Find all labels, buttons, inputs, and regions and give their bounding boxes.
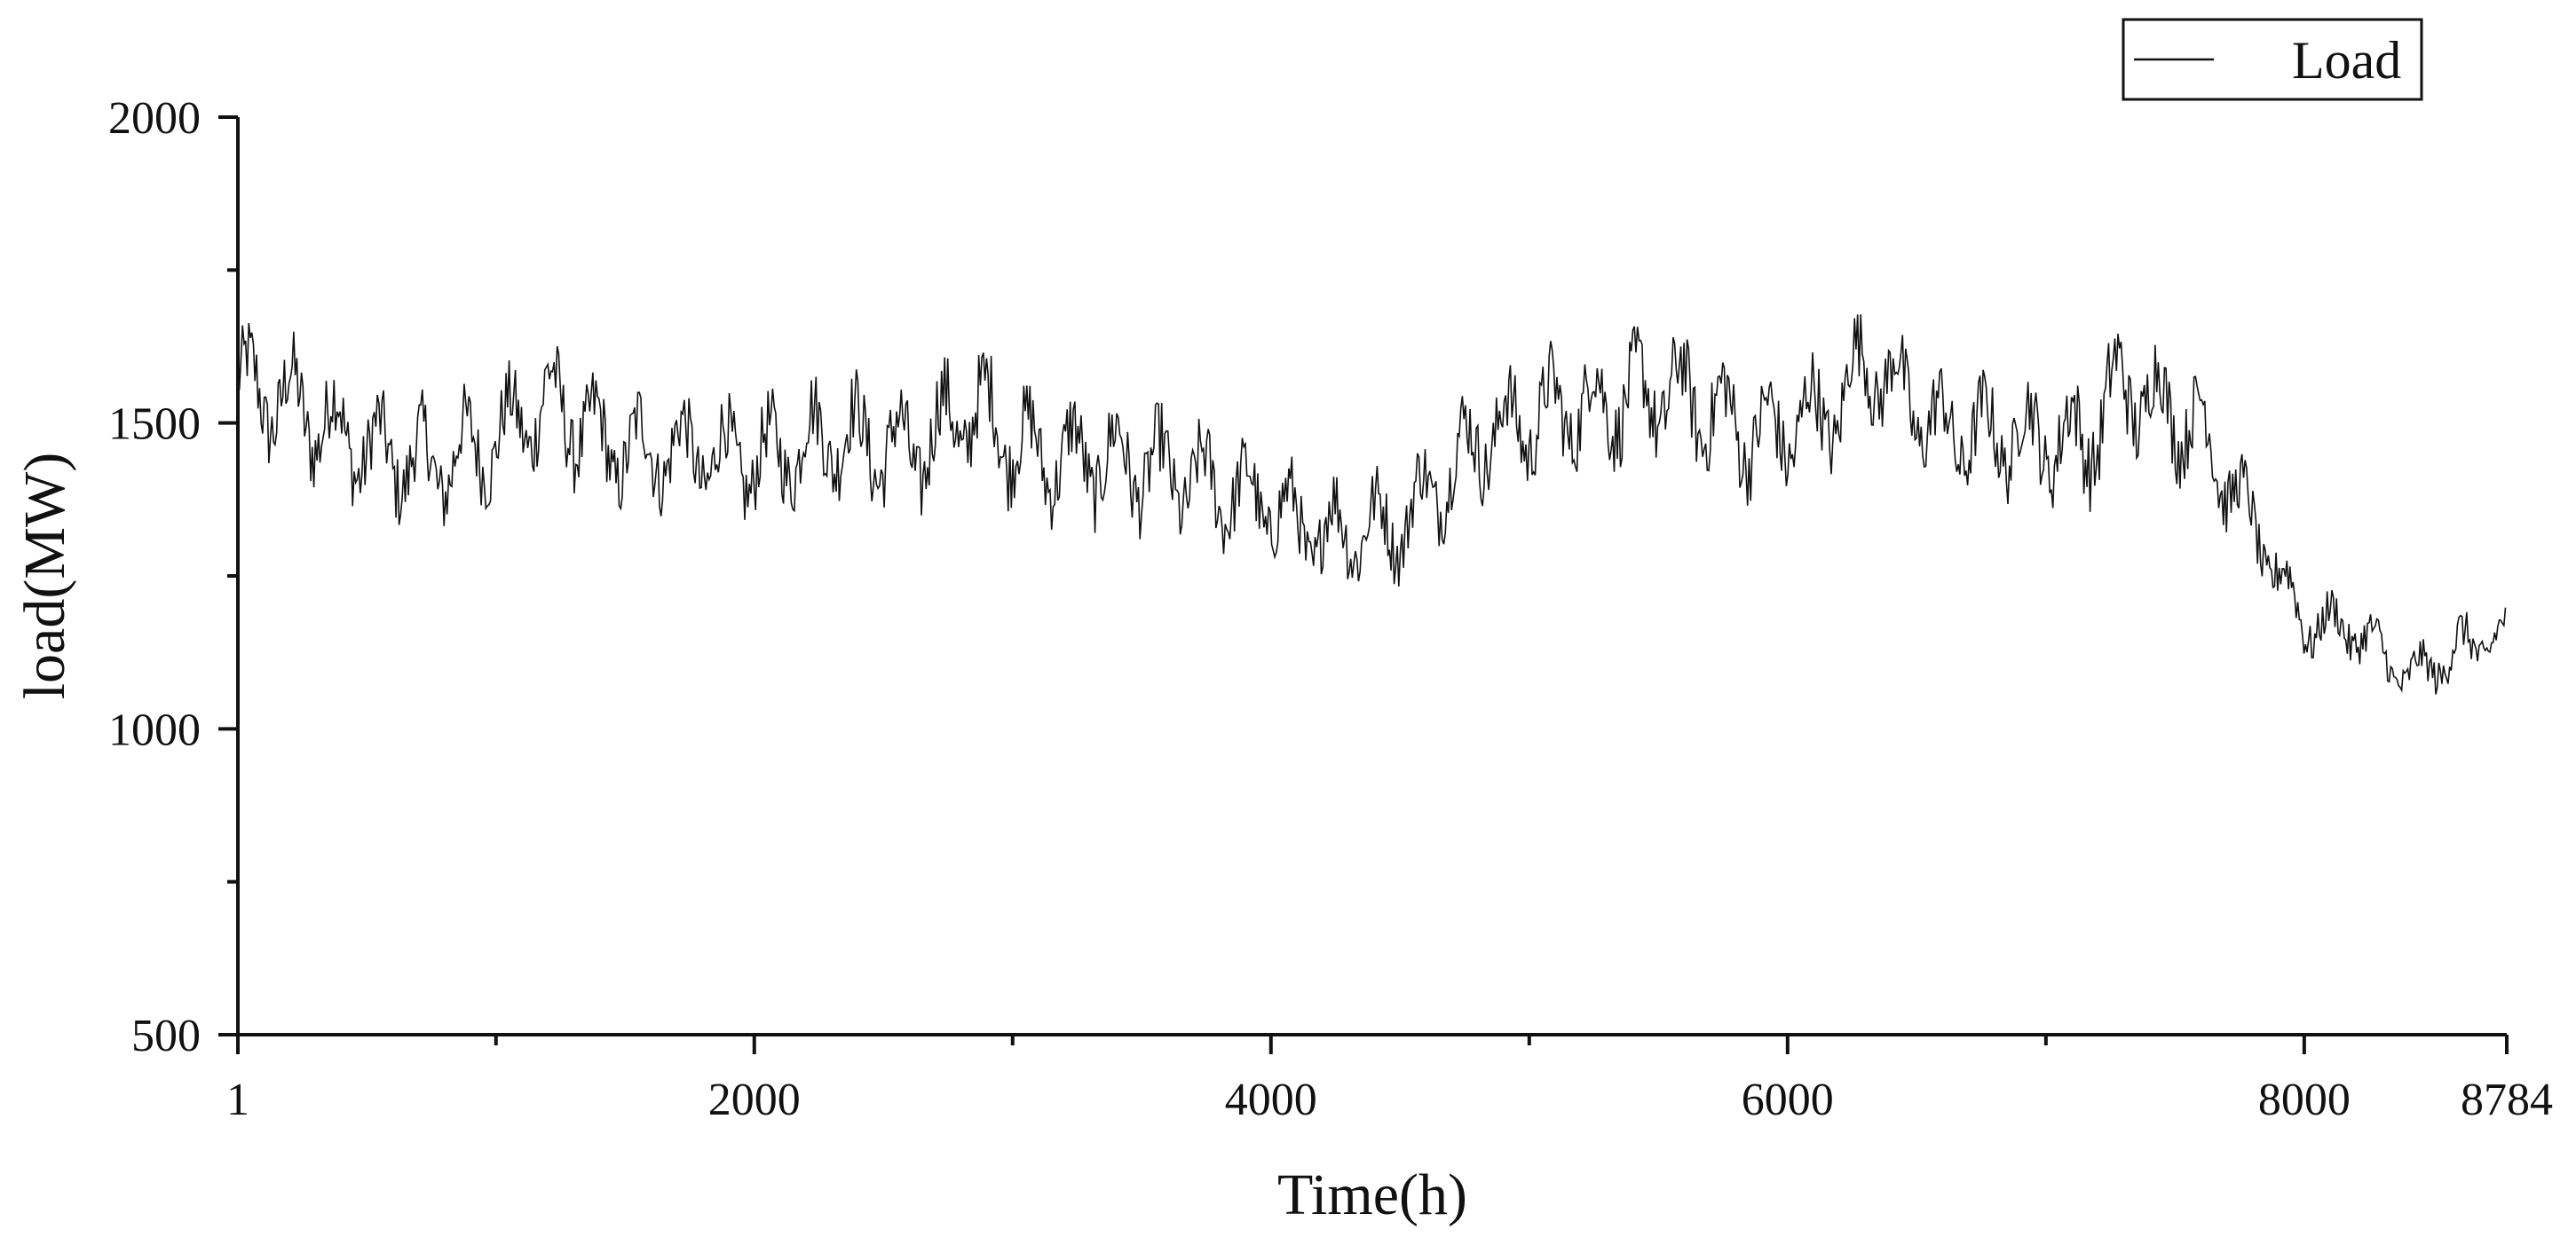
y-axis-title: load(MW) (12, 453, 77, 700)
x-tick-label: 1 (226, 1075, 249, 1125)
y-tick-label: 1000 (108, 705, 201, 755)
x-ticks: 1 2000 4000 6000 8000 8784 (226, 1035, 2553, 1125)
y-tick-label: 2000 (108, 93, 201, 144)
y-tick-label: 500 (131, 1011, 201, 1061)
x-axis-title: Time(h) (1277, 1162, 1467, 1227)
series-line-load (237, 314, 2507, 695)
series-layer (237, 314, 2507, 695)
x-tick-label: 4000 (1225, 1075, 1317, 1125)
x-tick-label: 8784 (2461, 1075, 2553, 1125)
axes-layer (236, 117, 2507, 1036)
x-tick-label: 6000 (1742, 1075, 1834, 1125)
x-tick-label: 8000 (2258, 1075, 2351, 1125)
legend: Load (2122, 18, 2423, 101)
y-ticks: 500 1000 1500 2000 (108, 93, 238, 1061)
legend-label: Load (2292, 31, 2401, 90)
y-tick-label: 1500 (108, 399, 201, 450)
x-tick-label: 2000 (708, 1075, 801, 1125)
